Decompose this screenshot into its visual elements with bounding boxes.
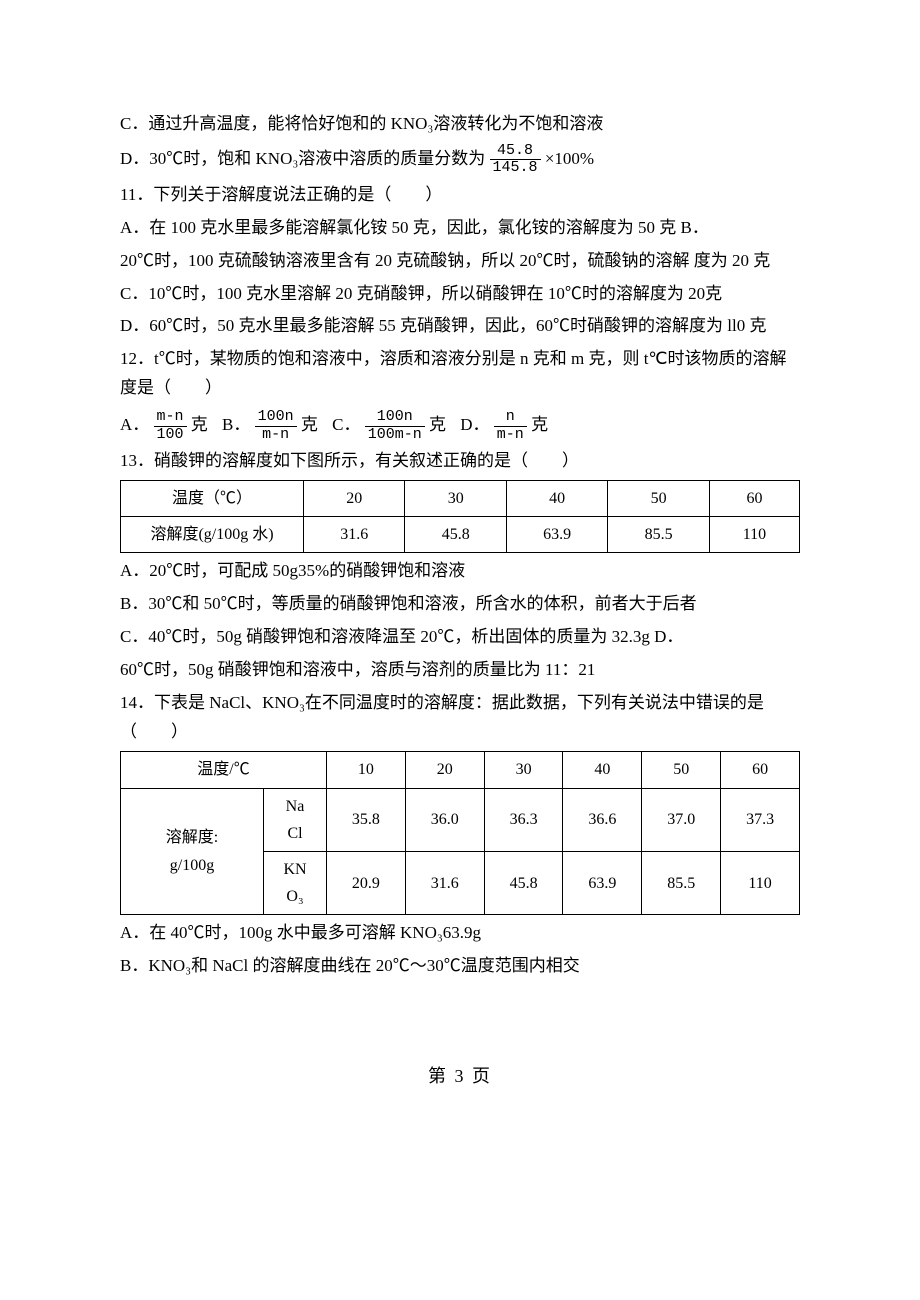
q13-option-c: C．40℃时，50g 硝酸钾饱和溶液降温至 20℃，析出固体的质量为 32.3g…: [120, 623, 800, 652]
q13-option-d: 60℃时，50g 硝酸钾饱和溶液中，溶质与溶剂的质量比为 11：21: [120, 656, 800, 685]
q12-option-c: C． 100n 100m-n 克: [332, 409, 446, 443]
q10-option-d: D．30℃时，饱和 KNO₃溶液中溶质的质量分数为 45.8 145.8 ×10…: [120, 143, 800, 177]
document-page: C．通过升高温度，能将恰好饱和的 KNO₃溶液转化为不饱和溶液 D．30℃时，饱…: [0, 0, 920, 1152]
table-cell: 30: [484, 751, 563, 788]
q11-option-b: 20℃时，100 克硫酸钠溶液里含有 20 克硫酸钠，所以 20℃时，硫酸钠的溶…: [120, 247, 800, 276]
table-cell: 85.5: [642, 852, 721, 915]
q12-stem: 12．t℃时，某物质的饱和溶液中，溶质和溶液分别是 n 克和 m 克，则 t℃时…: [120, 345, 800, 403]
cell-line: O₃: [270, 883, 320, 910]
table-cell: 31.6: [405, 852, 484, 915]
table-cell: 37.3: [721, 788, 800, 851]
fraction-icon: n m-n: [494, 409, 527, 443]
q13-option-b: B．30℃和 50℃时，等质量的硝酸钾饱和溶液，所含水的体积，前者大于后者: [120, 590, 800, 619]
q14-table: 温度/℃ 10 20 30 40 50 60 溶解度: g/100g Na Cl…: [120, 751, 800, 916]
q11-option-d: D．60℃时，50 克水里最多能溶解 55 克硝酸钾，因此，60℃时硝酸钾的溶解…: [120, 312, 800, 341]
table-cell: 36.6: [563, 788, 642, 851]
table-cell: 50: [642, 751, 721, 788]
table-cell: 10: [327, 751, 406, 788]
option-label: D．: [460, 415, 489, 434]
table-row: 温度/℃ 10 20 30 40 50 60: [121, 751, 800, 788]
q10-d-suffix: ×100%: [545, 149, 594, 168]
q10-d-prefix: D．30℃时，饱和 KNO₃溶液中溶质的质量分数为: [120, 149, 485, 168]
table-cell: 40: [506, 481, 607, 517]
q14-option-a: A．在 40℃时，100g 水中最多可溶解 KNO₃63.9g: [120, 919, 800, 948]
table-cell: 45.8: [484, 852, 563, 915]
table-cell: 40: [563, 751, 642, 788]
fraction-icon: 100n 100m-n: [365, 409, 425, 443]
table-row: 温度（℃） 20 30 40 50 60: [121, 481, 800, 517]
cell-line: KN: [270, 856, 320, 883]
table-cell: 60: [721, 751, 800, 788]
cell-line: g/100g: [127, 852, 257, 879]
fraction-numerator: 100n: [255, 409, 297, 427]
table-cell: 50: [608, 481, 709, 517]
table-cell: 36.3: [484, 788, 563, 851]
fraction-denominator: 100: [154, 427, 187, 444]
table-cell: 60: [709, 481, 799, 517]
table-row: 溶解度(g/100g 水) 31.6 45.8 63.9 85.5 110: [121, 517, 800, 553]
table-cell: 110: [721, 852, 800, 915]
option-unit: 克: [301, 415, 318, 434]
cell-line: Na: [270, 793, 320, 820]
q12-options-row: A． m-n 100 克 B． 100n m-n 克 C． 100n 100m-…: [120, 409, 800, 443]
option-label: C．: [332, 415, 360, 434]
table-cell: 110: [709, 517, 799, 553]
fraction-numerator: n: [494, 409, 527, 427]
page-footer: 第 3 页: [120, 1061, 800, 1092]
option-label: B．: [222, 415, 250, 434]
table-cell: 85.5: [608, 517, 709, 553]
option-label: A．: [120, 415, 149, 434]
table-cell: KN O₃: [264, 852, 327, 915]
q13-table: 温度（℃） 20 30 40 50 60 溶解度(g/100g 水) 31.6 …: [120, 480, 800, 553]
table-cell: 63.9: [506, 517, 607, 553]
table-cell: 36.0: [405, 788, 484, 851]
fraction-denominator: m-n: [255, 427, 297, 444]
table-cell: 20: [405, 751, 484, 788]
fraction-numerator: m-n: [154, 409, 187, 427]
q14-option-b: B．KNO₃和 NaCl 的溶解度曲线在 20℃～30℃温度范围内相交: [120, 952, 800, 981]
cell-line: Cl: [270, 820, 320, 847]
fraction-denominator: m-n: [494, 427, 527, 444]
q12-option-a: A． m-n 100 克: [120, 409, 208, 443]
table-cell: 溶解度(g/100g 水): [121, 517, 304, 553]
table-cell: 温度/℃: [121, 751, 327, 788]
table-cell: 溶解度: g/100g: [121, 788, 264, 915]
fraction-numerator: 100n: [365, 409, 425, 427]
q11-stem: 11．下列关于溶解度说法正确的是（ ）: [120, 181, 800, 210]
cell-line: 溶解度:: [127, 824, 257, 851]
q10-d-fraction: 45.8 145.8: [490, 143, 541, 177]
q13-option-a: A．20℃时，可配成 50g35%的硝酸钾饱和溶液: [120, 557, 800, 586]
table-row: 溶解度: g/100g Na Cl 35.8 36.0 36.3 36.6 37…: [121, 788, 800, 851]
fraction-denominator: 100m-n: [365, 427, 425, 444]
q11-option-c: C．10℃时，100 克水里溶解 20 克硝酸钾，所以硝酸钾在 10℃时的溶解度…: [120, 280, 800, 309]
q14-stem: 14．下表是 NaCl、KNO₃在不同温度时的溶解度：据此数据，下列有关说法中错…: [120, 689, 800, 747]
table-cell: 30: [405, 481, 506, 517]
option-unit: 克: [429, 415, 446, 434]
fraction-icon: 100n m-n: [255, 409, 297, 443]
table-cell: 35.8: [327, 788, 406, 851]
q13-stem: 13．硝酸钾的溶解度如下图所示，有关叙述正确的是（ ）: [120, 447, 800, 476]
table-cell: 45.8: [405, 517, 506, 553]
table-cell: 20: [304, 481, 405, 517]
q10-option-c: C．通过升高温度，能将恰好饱和的 KNO₃溶液转化为不饱和溶液: [120, 110, 800, 139]
q11-option-a: A．在 100 克水里最多能溶解氯化铵 50 克，因此，氯化铵的溶解度为 50 …: [120, 214, 800, 243]
q12-option-d: D． n m-n 克: [460, 409, 548, 443]
fraction-denominator: 145.8: [490, 160, 541, 177]
fraction-numerator: 45.8: [490, 143, 541, 161]
q12-option-b: B． 100n m-n 克: [222, 409, 318, 443]
fraction-icon: m-n 100: [154, 409, 187, 443]
table-cell: 37.0: [642, 788, 721, 851]
table-cell: 31.6: [304, 517, 405, 553]
table-cell: 温度（℃）: [121, 481, 304, 517]
table-cell: 20.9: [327, 852, 406, 915]
table-cell: Na Cl: [264, 788, 327, 851]
table-cell: 63.9: [563, 852, 642, 915]
option-unit: 克: [531, 415, 548, 434]
option-unit: 克: [191, 415, 208, 434]
